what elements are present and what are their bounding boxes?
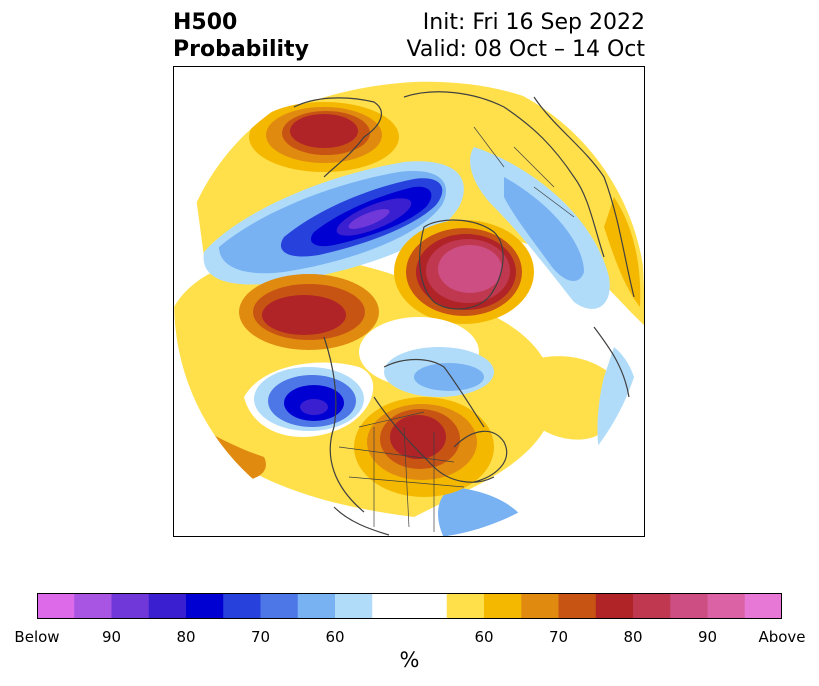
colorbar-segment [74,593,112,619]
colorbar-segment [148,593,187,619]
init-date: Init: Fri 16 Sep 2022 [422,10,645,35]
colorbar-border [37,593,782,619]
colorbar-tick-label: 70 [250,628,271,646]
colorbar-tick-label: Below [14,628,60,646]
colorbar-tick-label: 60 [474,628,494,646]
colorbar-segment [484,593,522,619]
colorbar-segment [521,593,559,619]
colorbar-segment [446,593,485,619]
colorbar-tick-label: 80 [623,628,643,646]
colorbar-segment [372,593,410,619]
probability-map [173,66,645,537]
colorbar-segment [558,593,597,619]
colorbar-segment [335,593,373,619]
colorbar-segment [633,593,671,619]
colorbar-tick-label: 80 [176,628,196,646]
valid-period: Valid: 08 Oct – 14 Oct [406,37,645,62]
colorbar-segment [111,593,150,619]
date-info: Init: Fri 16 Sep 2022 Valid: 08 Oct – 14… [407,9,645,63]
colorbar-segment [297,593,336,619]
colorbar-segment [260,593,299,619]
colorbar-segment [186,593,224,619]
colorbar-segment [409,593,448,619]
colorbar-segment [670,593,708,619]
colorbar [37,593,782,619]
colorbar-segment [223,593,261,619]
title-line-variable: H500 [173,10,238,35]
political-borders [338,126,575,532]
colorbar-tick-label: 90 [101,628,122,646]
colorbar-tick-label: 60 [325,628,345,646]
colorbar-segment [707,593,746,619]
colorbar-tick-label: 70 [548,628,569,646]
map-canvas [174,67,644,536]
colorbar-labels: Below 90 80 70 60 60 70 80 90 Above [0,628,819,648]
colorbar-segment [744,593,782,619]
shaded-field [174,67,644,536]
chart-title: H500 Probability [173,9,309,63]
colorbar-tick-label: Above [758,628,806,646]
colorbar-segment [37,593,75,619]
colorbar-unit: % [399,648,420,672]
title-line-probability: Probability [173,37,309,62]
colorbar-tick-label: 90 [697,628,718,646]
colorbar-segment [595,593,634,619]
